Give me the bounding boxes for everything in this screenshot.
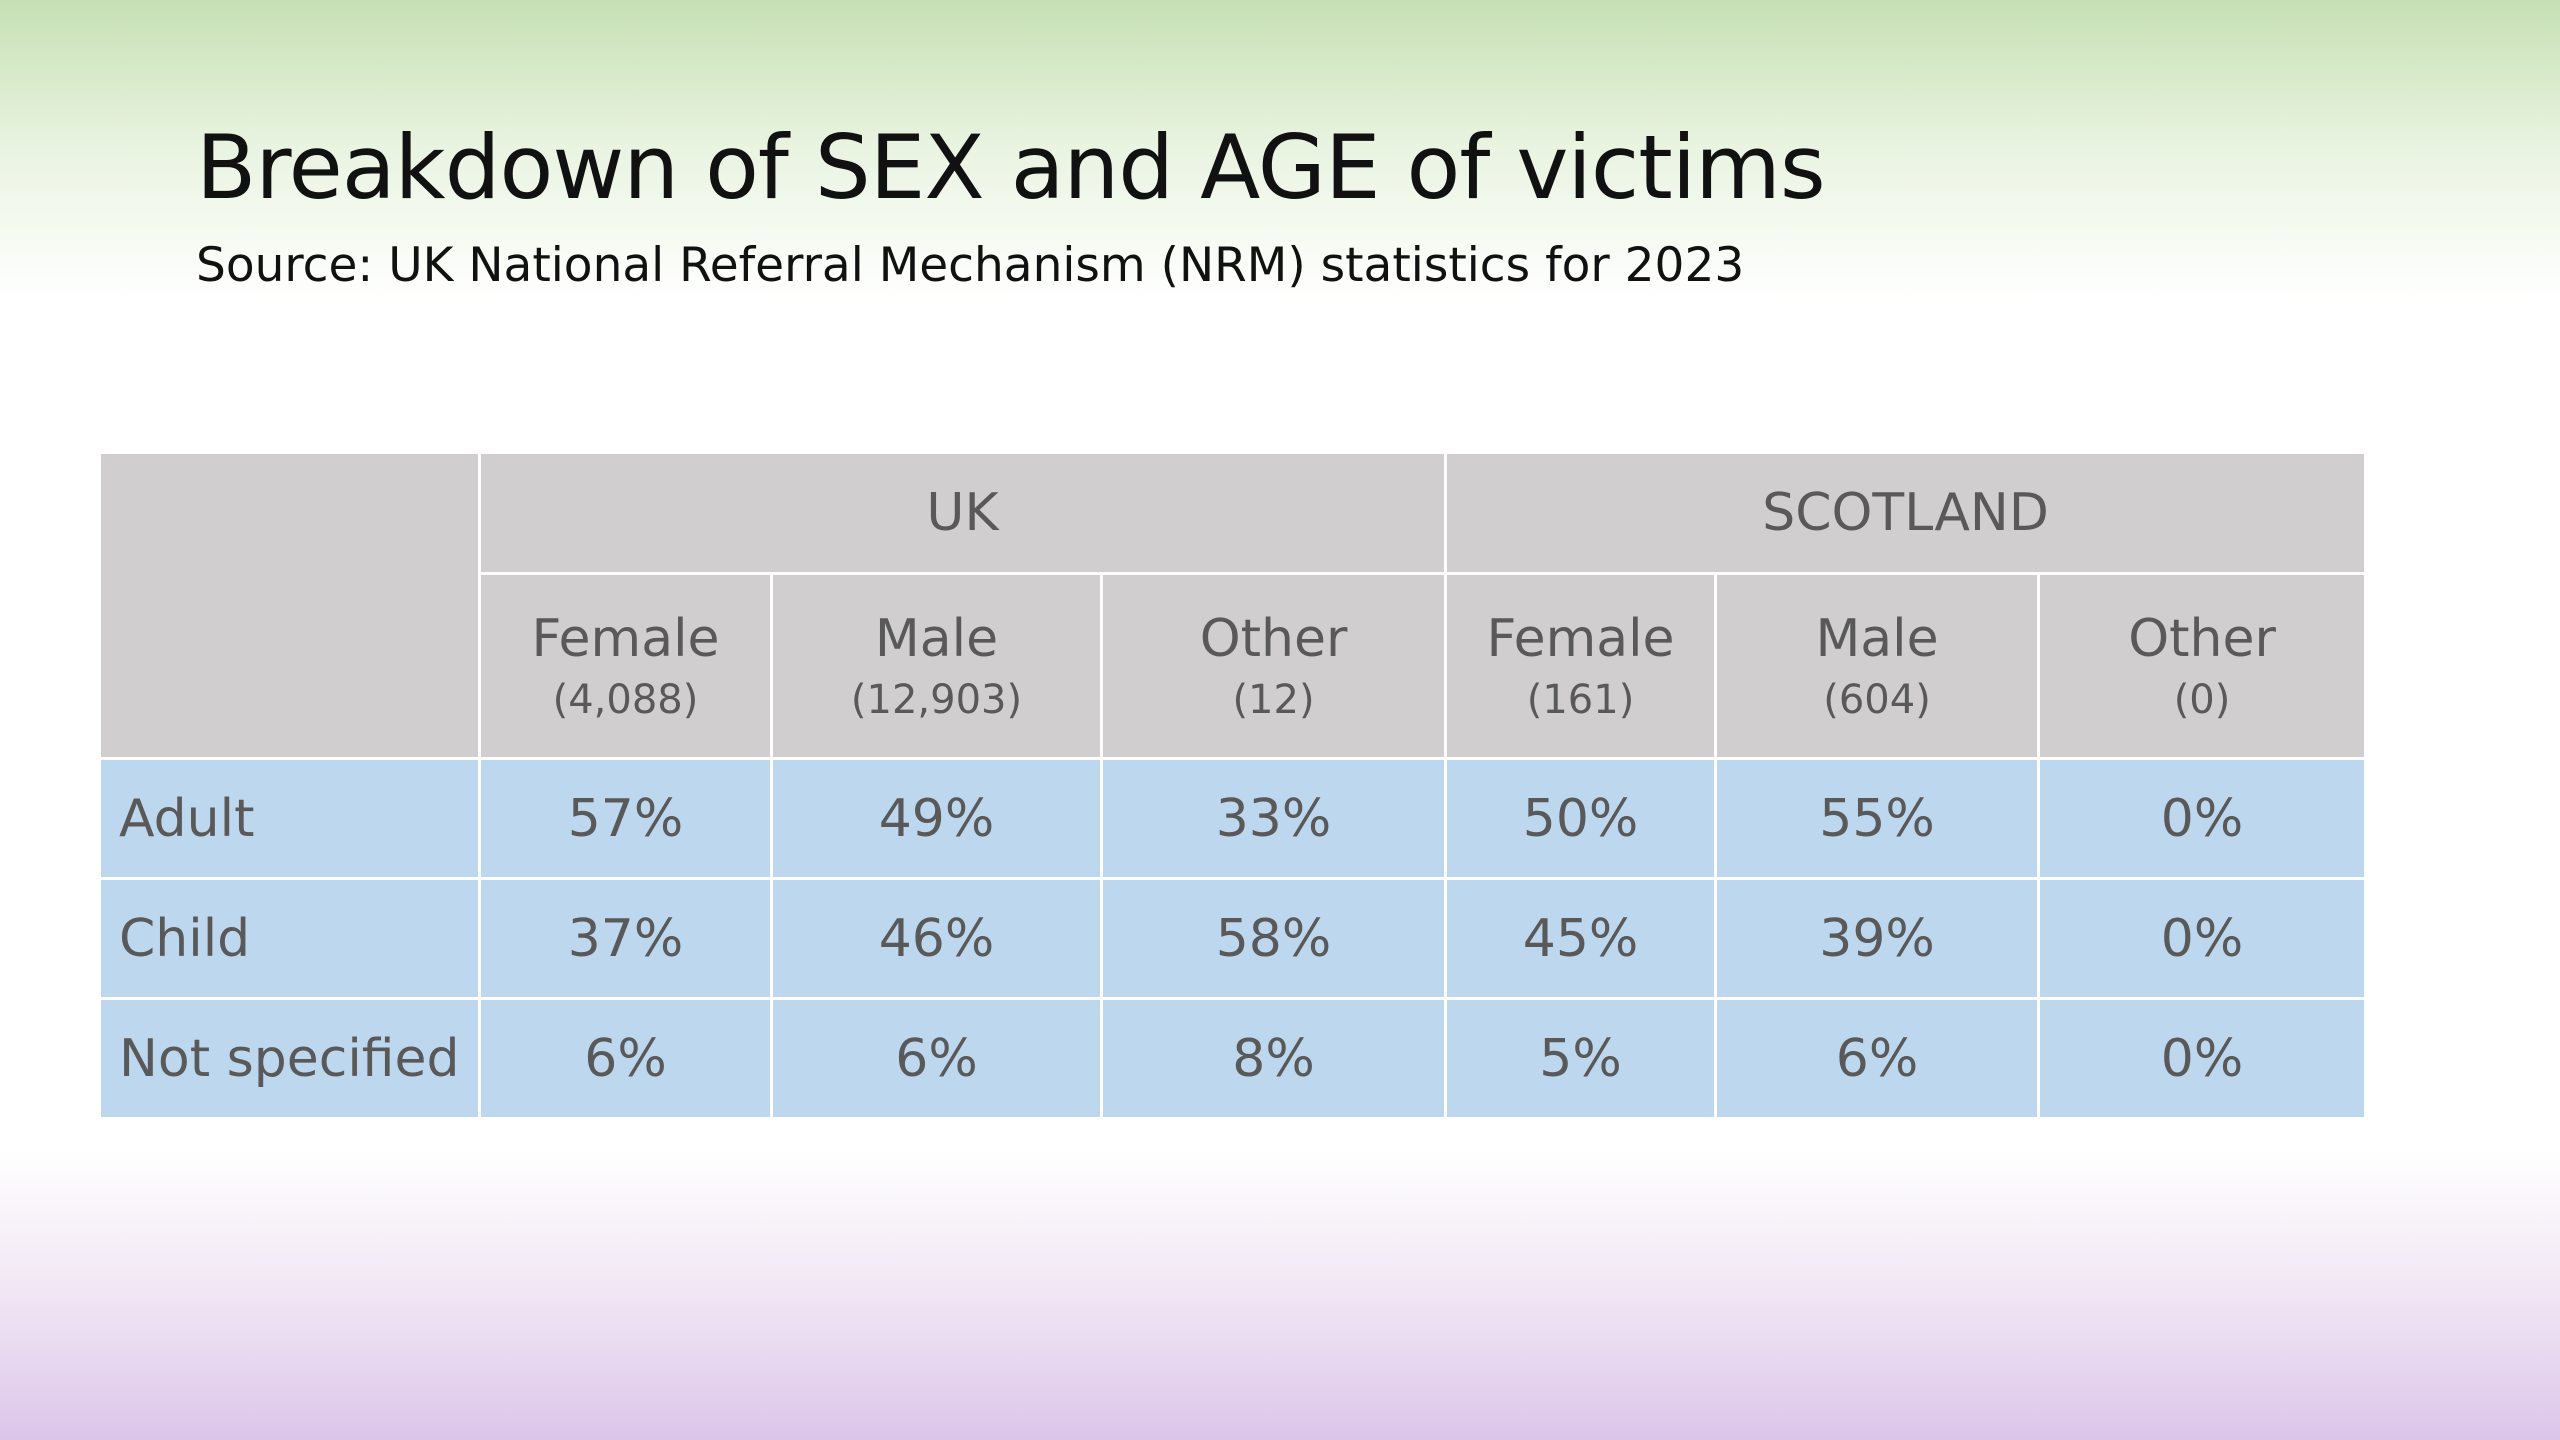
table-row-not-specified: Not specified 6% 6% 8% 5% 6% 0%	[98, 997, 2368, 1120]
column-header-scotland-female: Female (161)	[1444, 572, 1718, 760]
column-sex-label: Female	[531, 608, 720, 669]
table-cell: 6%	[770, 997, 1103, 1120]
table-cell: 33%	[1099, 757, 1448, 880]
slide-title: Breakdown of SEX and AGE of victims	[196, 116, 1826, 219]
group-header-uk: UK	[477, 451, 1448, 575]
column-sex-label: Male	[1815, 608, 1939, 669]
table-cell: 49%	[770, 757, 1103, 880]
column-sex-label: Other	[1199, 608, 1348, 669]
table-corner-cell	[98, 451, 481, 760]
table-row-child: Child 37% 46% 58% 45% 39% 0%	[98, 877, 2368, 1000]
column-sex-label: Other	[2128, 608, 2276, 669]
column-header-uk-female: Female (4,088)	[478, 572, 773, 760]
table-cell: 58%	[1099, 877, 1448, 1000]
column-count-label: (161)	[1526, 677, 1635, 724]
group-header-scotland: SCOTLAND	[1444, 451, 2368, 575]
table-cell: 46%	[770, 877, 1103, 1000]
table-cell: 0%	[2037, 997, 2368, 1120]
table-cell: 5%	[1444, 997, 1718, 1120]
table-cell: 37%	[478, 877, 773, 1000]
column-count-label: (0)	[2173, 677, 2231, 724]
column-header-scotland-male: Male (604)	[1714, 572, 2041, 760]
table-cell: 6%	[478, 997, 773, 1120]
row-label: Not specified	[98, 997, 481, 1120]
data-table: UK SCOTLAND Female (4,088) Male (12,903)…	[98, 451, 2368, 1120]
column-sex-label: Female	[1486, 608, 1675, 669]
row-label: Adult	[98, 757, 481, 880]
column-count-label: (12,903)	[850, 677, 1023, 724]
table-cell: 57%	[478, 757, 773, 880]
table-cell: 50%	[1444, 757, 1718, 880]
column-count-label: (4,088)	[552, 677, 699, 724]
table-cell: 39%	[1714, 877, 2041, 1000]
table-cell: 55%	[1714, 757, 2041, 880]
table-row-adult: Adult 57% 49% 33% 50% 55% 0%	[98, 757, 2368, 880]
table-cell: 6%	[1714, 997, 2041, 1120]
table-cell: 0%	[2037, 877, 2368, 1000]
table-cell: 45%	[1444, 877, 1718, 1000]
column-sex-label: Male	[874, 608, 999, 669]
table-cell: 8%	[1099, 997, 1448, 1120]
slide-subtitle: Source: UK National Referral Mechanism (…	[196, 238, 1745, 293]
row-label: Child	[98, 877, 481, 1000]
column-header-uk-other: Other (12)	[1099, 572, 1448, 760]
column-count-label: (604)	[1823, 677, 1931, 724]
column-header-uk-male: Male (12,903)	[770, 572, 1103, 760]
column-count-label: (12)	[1232, 677, 1315, 724]
table-cell: 0%	[2037, 757, 2368, 880]
column-header-scotland-other: Other (0)	[2037, 572, 2368, 760]
